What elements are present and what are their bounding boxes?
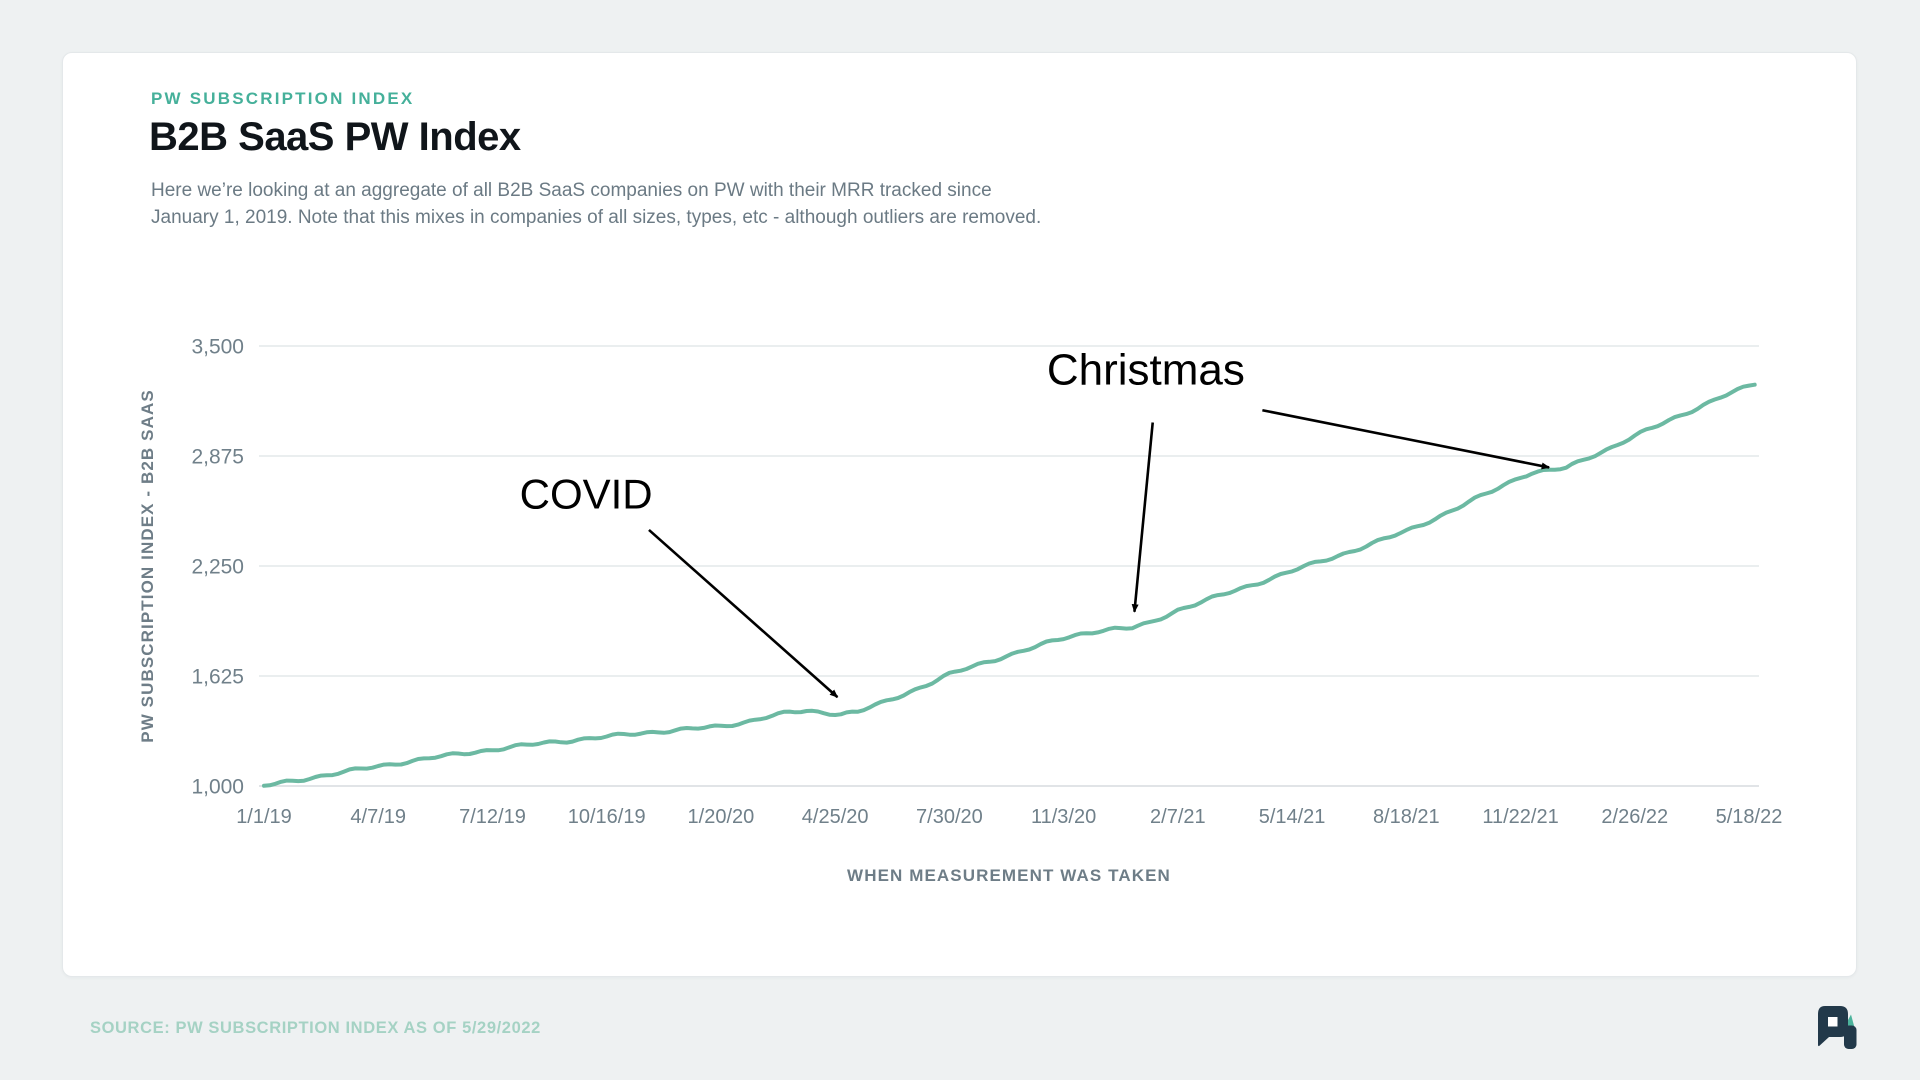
x-tick-label: 1/1/19 [236, 806, 292, 828]
x-tick-label: 4/7/19 [350, 806, 406, 828]
logo-hole [1828, 1017, 1838, 1027]
y-tick-label: 3,500 [191, 336, 244, 359]
y-axis-title: PW SUBSCRIPTION INDEX - B2B SAAS [138, 389, 157, 743]
line-chart: 1,000 1,625 2,250 2,875 3,500 1/1/19 4/7/19 7/1… [138, 336, 1782, 886]
x-tick-label: 7/12/19 [459, 806, 526, 828]
annotations-layer: COVID Christmas [520, 345, 1551, 699]
series-line-layer [262, 382, 1757, 788]
eyebrow-label: PW SUBSCRIPTION INDEX [151, 89, 415, 108]
description-line-1: Here we’re looking at an aggregate of al… [151, 180, 992, 201]
y-tick-label: 1,625 [191, 666, 244, 689]
x-tick-label: 7/30/20 [916, 806, 983, 828]
x-tick-label: 4/25/20 [802, 806, 869, 828]
x-tick-label: 8/18/21 [1373, 806, 1440, 828]
x-axis-title: WHEN MEASUREMENT WAS TAKEN [847, 866, 1171, 885]
annotation-text-christmas: Christmas [1047, 345, 1245, 394]
x-tick-label: 1/20/20 [688, 806, 755, 828]
source-note: SOURCE: PW SUBSCRIPTION INDEX AS OF 5/29… [90, 1019, 541, 1037]
chart-description: Here we’re looking at an aggregate of al… [151, 177, 1041, 231]
x-tick-label: 2/26/22 [1601, 806, 1668, 828]
gridlines [259, 345, 1759, 787]
annotation-arrow-covid [648, 528, 839, 699]
axis-labels: 1,000 1,625 2,250 2,875 3,500 1/1/19 4/7/19 7/1… [138, 336, 1782, 886]
x-tick-label: 11/3/20 [1031, 806, 1096, 828]
profitwell-logo-icon [1818, 1006, 1857, 1049]
page-title: B2B SaaS PW Index [149, 115, 521, 159]
y-tick-label: 2,875 [191, 446, 244, 469]
x-tick-label: 5/18/22 [1716, 806, 1783, 828]
chart-card: PW SUBSCRIPTION INDEX B2B SaaS PW Index … [62, 52, 1857, 977]
y-tick-label: 1,000 [191, 776, 244, 799]
series-line [262, 382, 1757, 788]
x-tick-label: 10/16/19 [568, 806, 646, 828]
annotation-arrow-christmas [1131, 422, 1155, 613]
x-tick-label: 11/22/21 [1482, 806, 1558, 828]
y-tick-label: 2,250 [191, 556, 244, 579]
annotation-text-covid: COVID [520, 471, 653, 518]
description-line-2: January 1, 2019. Note that this mixes in… [151, 207, 1042, 228]
x-tick-label: 2/7/21 [1150, 806, 1206, 828]
annotation-arrow-christmas [1262, 408, 1551, 470]
x-tick-label: 5/14/21 [1259, 806, 1326, 828]
